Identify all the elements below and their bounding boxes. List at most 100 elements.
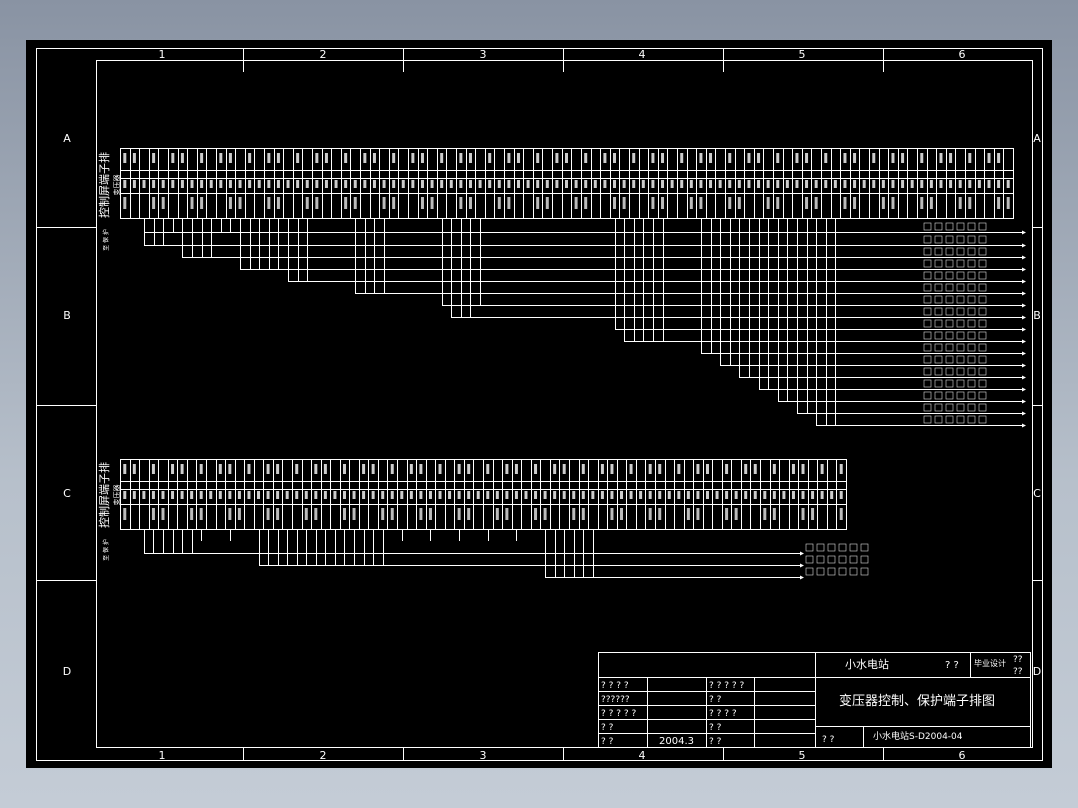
terminal-number	[977, 180, 981, 188]
terminal-mark	[362, 464, 366, 474]
drawing-number: 小水电站S-D2004-04	[873, 730, 963, 742]
wire-destination-label	[945, 391, 954, 400]
title-block-cell: ? ?	[709, 695, 722, 705]
terminal-wire-code	[315, 197, 319, 209]
terminal-mark	[553, 464, 557, 474]
terminal-number	[219, 180, 223, 188]
terminal-mark	[132, 464, 136, 474]
terminal-number	[591, 491, 595, 499]
terminal-wire-code	[151, 508, 155, 520]
wire-destination-label	[945, 222, 954, 231]
drawing-svg: 1 1 2 2 3 3 4 4 5 5 6 6 A A B B C C D D 控制屏端子排 变压器 至 保 护 控制…	[36, 48, 1043, 762]
wire-arrow	[1022, 411, 1026, 416]
wire-destination-label	[934, 331, 943, 340]
column-label-bottom: 2	[320, 749, 327, 762]
terminal-mark	[132, 153, 136, 163]
column-label-top: 3	[480, 48, 487, 61]
terminal-wire-code	[390, 508, 394, 520]
wire-destination-label	[978, 379, 987, 388]
terminal-wire-code	[353, 197, 357, 209]
terminal-number	[524, 491, 528, 499]
wire-destination-label	[945, 283, 954, 292]
terminal-mark	[171, 153, 175, 163]
wire-destination-label	[934, 259, 943, 268]
terminal-wire-code	[200, 197, 204, 209]
terminal-mark	[457, 464, 461, 474]
wire-destination-label	[838, 543, 847, 552]
column-label-bottom: 5	[799, 749, 806, 762]
terminal-mark	[839, 464, 843, 474]
wire-arrow	[1022, 315, 1026, 320]
wire-arrow	[1022, 230, 1026, 235]
terminal-number	[334, 180, 338, 188]
terminal-number	[209, 491, 213, 499]
wire-arrow	[1022, 351, 1026, 356]
terminal-mark	[152, 153, 156, 163]
terminal-number	[814, 180, 818, 188]
wire-destination-label	[978, 367, 987, 376]
terminal-number	[677, 491, 681, 499]
terminal-wire-code	[581, 508, 585, 520]
terminal-mark	[295, 464, 299, 474]
terminal-mark	[997, 153, 1001, 163]
column-label-top: 1	[159, 48, 166, 61]
terminal-mark	[949, 153, 953, 163]
terminal-number	[795, 180, 799, 188]
terminal-mark	[534, 464, 538, 474]
terminal-wire-code	[344, 197, 348, 209]
terminal-mark	[438, 464, 442, 474]
terminal-mark	[266, 464, 270, 474]
terminal-mark	[801, 464, 805, 474]
wire-destination-label	[923, 415, 932, 424]
terminal-mark	[228, 464, 232, 474]
terminal-wire-code	[123, 197, 127, 209]
terminal-wire-code	[776, 197, 780, 209]
wire-destination-label	[827, 567, 836, 576]
wire-destination-label	[967, 295, 976, 304]
terminal-mark	[613, 153, 617, 163]
wire-destination-label	[978, 307, 987, 316]
wire-destination-label	[860, 555, 869, 564]
terminal-number	[171, 180, 175, 188]
wire-destination-label	[978, 403, 987, 412]
wire-destination-label	[923, 222, 932, 231]
terminal-wire-code	[304, 508, 308, 520]
terminal-wire-code	[228, 197, 232, 209]
terminal-number	[295, 491, 299, 499]
wire-destination-label	[945, 403, 954, 412]
terminal-wire-code	[734, 508, 738, 520]
terminal-number	[132, 180, 136, 188]
terminal-wire-code	[853, 197, 857, 209]
terminal-number	[285, 491, 289, 499]
wire-destination-label	[827, 555, 836, 564]
terminal-mark	[600, 464, 604, 474]
terminal-mark	[218, 464, 222, 474]
terminal-number	[526, 180, 530, 188]
terminal-mark	[248, 153, 252, 163]
terminal-wire-code	[190, 508, 194, 520]
wire-destination-label	[816, 543, 825, 552]
terminal-number	[392, 180, 396, 188]
terminal-wire-code	[811, 508, 815, 520]
terminal-number	[629, 491, 633, 499]
terminal-wire-code	[584, 197, 588, 209]
terminal-wire-code	[382, 197, 386, 209]
cad-drawing-canvas[interactable]: 1 1 2 2 3 3 4 4 5 5 6 6 A A B B C C D D 控制屏端子排 变压器 至 保 护 控制…	[26, 40, 1052, 768]
terminal-mark	[344, 153, 348, 163]
project-name: 小水电站	[845, 657, 889, 671]
terminal-mark	[757, 153, 761, 163]
wire-destination-label	[978, 235, 987, 244]
wire-destination-label	[934, 307, 943, 316]
terminal-mark	[315, 153, 319, 163]
terminal-number	[123, 491, 127, 499]
terminal-number	[839, 491, 843, 499]
terminal-number	[333, 491, 337, 499]
terminal-number	[161, 180, 165, 188]
wire-destination-label	[956, 391, 965, 400]
terminal-number	[237, 491, 241, 499]
wire-destination-label	[967, 247, 976, 256]
wire-destination-label	[967, 343, 976, 352]
terminal-number	[785, 180, 789, 188]
terminal-mark	[420, 153, 424, 163]
wire-destination-label	[967, 271, 976, 280]
